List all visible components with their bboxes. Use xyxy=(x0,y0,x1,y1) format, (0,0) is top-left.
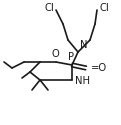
Text: Cl: Cl xyxy=(99,3,109,13)
Text: =O: =O xyxy=(91,63,107,73)
Text: O: O xyxy=(51,49,59,59)
Text: N: N xyxy=(80,40,87,50)
Text: NH: NH xyxy=(75,76,90,86)
Text: Cl: Cl xyxy=(44,3,54,13)
Text: P: P xyxy=(68,52,74,62)
